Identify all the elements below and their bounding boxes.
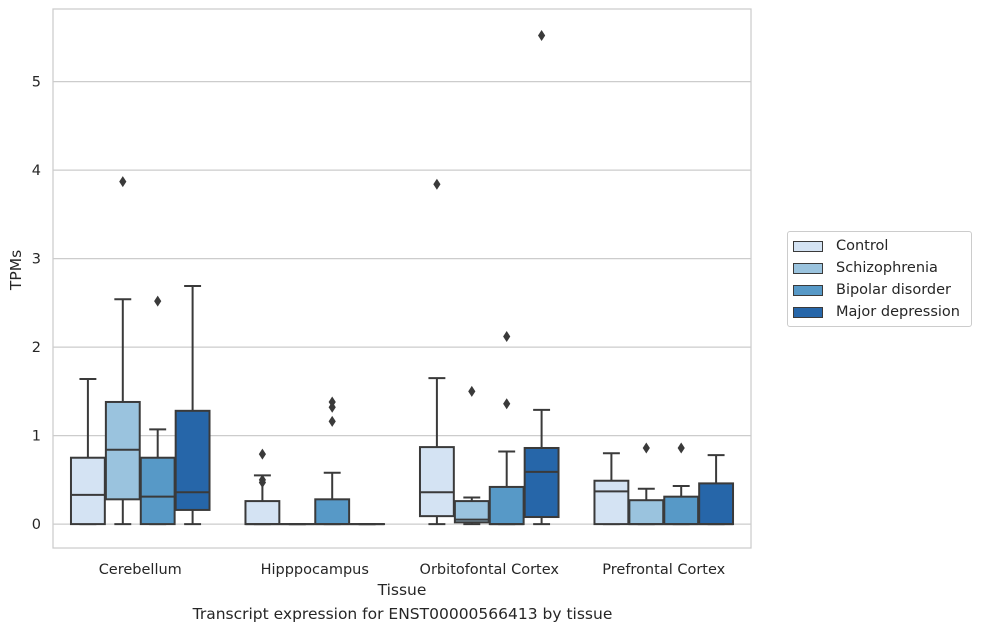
y-tick-label-3: 3 [32, 252, 41, 268]
outlier-point [258, 448, 266, 460]
box-major-depression-cerebellum [174, 285, 211, 526]
iqr-box [69, 456, 106, 526]
outlier-point [328, 401, 336, 413]
box-bipolar-disorder-orbitofontal-cortex [488, 330, 525, 526]
series-schizophrenia [104, 176, 665, 526]
legend-item-bipolar-disorder: Bipolar disorder [793, 280, 951, 300]
legend-swatch-control [793, 240, 823, 252]
legend-swatch-bipolar-disorder [793, 284, 823, 296]
y-tick-label-5: 5 [32, 75, 41, 91]
outlier-point [433, 178, 441, 190]
outlier-point [468, 385, 476, 397]
x-tick-label-cerebellum: Cerebellum [99, 562, 182, 578]
iqr-box [488, 485, 525, 526]
outlier-point [538, 30, 546, 42]
x-tick-label-orbitofontal-cortex: Orbitofontal Cortex [420, 562, 560, 578]
iqr-box [593, 479, 630, 526]
box-bipolar-disorder-hipppocampus [314, 396, 351, 526]
box-control-hipppocampus [244, 448, 281, 526]
iqr-box [663, 495, 700, 526]
box-schizophrenia-prefrontal-cortex [628, 442, 665, 526]
legend-label-bipolar-disorder: Bipolar disorder [836, 282, 951, 298]
series-major-depression [174, 30, 735, 526]
box-major-depression-prefrontal-cortex [698, 454, 735, 526]
x-tick-label-prefrontal-cortex: Prefrontal Cortex [602, 562, 725, 578]
legend-label-major-depression: Major depression [836, 304, 960, 320]
iqr-box [418, 446, 455, 518]
box-series-group [69, 30, 735, 526]
box-bipolar-disorder-cerebellum [139, 295, 176, 526]
outlier-point [503, 330, 511, 342]
outlier-point [677, 442, 685, 454]
outlier-point [119, 176, 127, 188]
legend: Control Schizophrenia Bipolar disorder M… [787, 231, 972, 327]
outlier-point [328, 415, 336, 427]
iqr-box [139, 456, 176, 526]
iqr-box [453, 500, 490, 524]
box-control-orbitofontal-cortex [418, 178, 455, 526]
iqr-box [698, 482, 735, 526]
iqr-box [174, 409, 211, 511]
iqr-box [244, 500, 281, 526]
outlier-point [642, 442, 650, 454]
chart-caption: Transcript expression for ENST0000056641… [192, 605, 613, 623]
iqr-box [523, 446, 560, 519]
legend-item-control: Control [793, 236, 888, 256]
y-axis-label: TPMs [7, 250, 25, 291]
legend-swatch-schizophrenia [793, 262, 823, 274]
series-control [69, 178, 630, 526]
iqr-box [314, 498, 351, 526]
box-control-cerebellum [69, 377, 106, 526]
outlier-point [503, 398, 511, 410]
series-bipolar-disorder [139, 295, 700, 526]
y-tick-label-1: 1 [32, 429, 41, 445]
legend-item-schizophrenia: Schizophrenia [793, 258, 938, 278]
box-schizophrenia-cerebellum [104, 176, 141, 526]
legend-swatch-major-depression [793, 306, 823, 318]
box-control-prefrontal-cortex [593, 452, 630, 526]
box-schizophrenia-orbitofontal-cortex [453, 385, 490, 526]
y-tick-label-0: 0 [32, 517, 41, 533]
box-bipolar-disorder-prefrontal-cortex [663, 442, 700, 526]
legend-label-schizophrenia: Schizophrenia [836, 260, 938, 276]
legend-item-major-depression: Major depression [793, 302, 960, 322]
outlier-point [258, 477, 266, 489]
x-axis-label: Tissue [377, 581, 427, 599]
y-axis-ticks: 0 1 2 3 4 5 [32, 75, 41, 534]
y-tick-label-2: 2 [32, 340, 41, 356]
y-tick-label-4: 4 [32, 163, 41, 179]
iqr-box [628, 499, 665, 526]
x-tick-label-hipppocampus: Hipppocampus [261, 562, 369, 578]
outlier-point [154, 295, 162, 307]
box-major-depression-orbitofontal-cortex [523, 30, 560, 526]
x-axis-ticks: Cerebellum Hipppocampus Orbitofontal Corte… [99, 562, 726, 578]
legend-label-control: Control [836, 238, 889, 254]
